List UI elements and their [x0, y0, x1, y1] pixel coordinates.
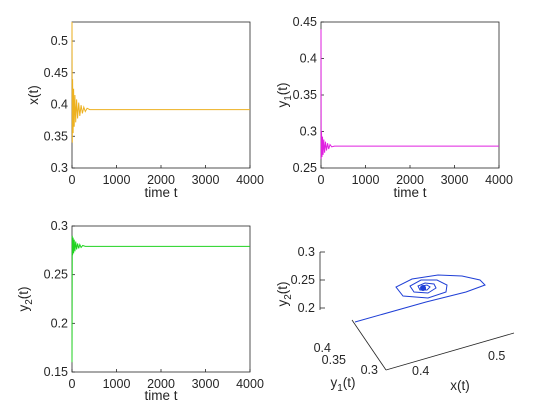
y-tick-label: 0.4: [300, 52, 317, 66]
x-axis-label: x(t): [450, 378, 470, 393]
x-tick-label: 0: [318, 173, 325, 187]
equilibrium-point: [420, 285, 426, 291]
x-axis-label: time t: [144, 388, 177, 403]
panel-x-vs-time: 0 1000 2000 3000 4000 0.3 0.35 0.4 0.45 0.5 time…: [26, 21, 264, 200]
y-axis-label: y2(t): [16, 286, 35, 311]
z-tick-label: 0.2: [298, 301, 315, 315]
plot-area: [320, 21, 500, 169]
y1-tick-label: 0.3: [361, 363, 378, 377]
series-line-y1: [320, 29, 499, 160]
y-tick-label: 0.4: [51, 98, 68, 112]
x-tick-label: 4000: [485, 173, 513, 187]
y-ticks: 0.25 0.3 0.35 0.4 0.45: [293, 15, 324, 175]
axis-frame-3d: [319, 251, 515, 371]
phase-trajectory: [354, 274, 486, 323]
y-ticks: 0.3 0.35 0.4 0.45 0.5: [44, 34, 75, 175]
x-tick-label: 0: [69, 173, 76, 187]
y-axis-label: x(t): [26, 85, 41, 105]
panel-y2-vs-time: 0 1000 2000 3000 4000 0.150.20.250.3 time t …: [16, 219, 264, 403]
x-tick-label: 0: [69, 377, 76, 391]
x-tick-label: 1000: [352, 173, 380, 187]
x-ticks: 0 1000 2000 3000 4000: [69, 369, 264, 391]
series-line-y2: [71, 235, 250, 363]
series-line-x: [71, 21, 250, 143]
x-tick-label: 1000: [103, 173, 131, 187]
x-axis-line: [385, 332, 515, 371]
y1-axis-line: [351, 319, 387, 371]
x-axis-label: time t: [144, 185, 177, 200]
y-tick-label: 0.3: [300, 125, 317, 139]
y-ticks: 0.15 0.2 0.25 0.3: [44, 219, 75, 379]
x-axis-label: time t: [393, 185, 426, 200]
y-tick-label: 0.25: [44, 268, 68, 282]
y-tick-label: 0.5: [51, 34, 68, 48]
y-axis-label: y1(t): [275, 82, 294, 107]
z-axis-label: y2(t): [275, 281, 294, 306]
z-tick-label: 0.25: [291, 273, 315, 287]
x-ticks: 0 1000 2000 3000 4000: [69, 165, 264, 187]
z-tick-label: 0.3: [298, 245, 315, 259]
x-tick-label: 1000: [103, 377, 131, 391]
x-tick-label: 2000: [147, 377, 175, 391]
panel-phase-portrait-3d: 0.3 0.25 0.2 0.4 0.35 0.3 0.4 0.5 x(t) y…: [275, 245, 515, 394]
x-tick-label: 0.4: [412, 364, 429, 378]
x-tick-label: 3000: [192, 377, 220, 391]
y-tick-label: 0.35: [293, 88, 317, 102]
x-tick-label: 2000: [396, 173, 424, 187]
y-tick-label: 0.3: [51, 219, 68, 233]
plot-area: [71, 21, 251, 169]
plot-area: [71, 225, 251, 373]
y-tick-label: 0.2: [51, 316, 68, 330]
y1-tick-label: 0.35: [322, 353, 346, 367]
y-tick-label: 0.35: [44, 129, 68, 143]
panel-y1-vs-time: 0 1000 2000 3000 4000 0.25 0.3 0.35 0.4 0.45 tim…: [275, 15, 513, 200]
y1-axis-label: y1(t): [330, 375, 355, 394]
y-tick-label: 0.45: [44, 66, 68, 80]
y-tick-label: 0.15: [44, 365, 68, 379]
x-tick-label: 2000: [147, 173, 175, 187]
x-tick-label: 4000: [236, 173, 264, 187]
x-tick-label: 3000: [192, 173, 220, 187]
x-ticks: 0 1000 2000 3000 4000: [318, 165, 513, 187]
x-tick-label: 3000: [441, 173, 469, 187]
y-tick-label: 0.25: [293, 161, 317, 175]
x-tick-label: 0.5: [488, 349, 505, 363]
y-tick-label: 0.45: [293, 15, 317, 29]
y1-tick-label: 0.4: [314, 341, 331, 355]
x-tick-label: 4000: [236, 377, 264, 391]
y-tick-label: 0.3: [51, 161, 68, 175]
